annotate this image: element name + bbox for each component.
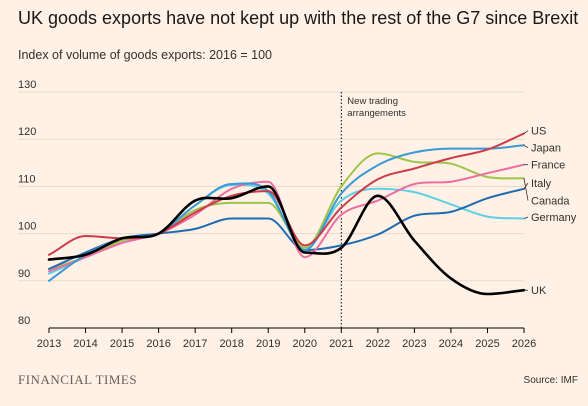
series-label-japan: Japan [531,143,561,155]
series-line-us [48,132,525,256]
series-label-uk: UK [531,285,547,297]
y-tick-label: 130 [18,79,36,91]
series-labels: US Japan France Italy Canada Germany UK [523,126,577,297]
x-tick-label: 2023 [402,338,426,350]
x-tick-label: 2021 [329,338,353,350]
series-label-us: US [531,126,546,138]
label-leader [523,216,529,219]
x-tick-label: 2014 [73,338,97,350]
annotation-text: New trading [347,96,398,107]
series-line-italy [48,187,525,270]
grid: 80 90 100 110 120 130 [18,79,524,329]
series-line-germany [48,183,525,275]
series-line-uk [47,185,526,296]
x-tick-label: 2015 [110,338,134,350]
label-leader [523,182,529,189]
x-tick-label: 2025 [475,338,499,350]
x-tick-label: 2024 [439,338,463,350]
series-line-japan [48,144,525,282]
label-leader [523,178,529,201]
x-tick-label: 2022 [366,338,390,350]
y-tick-label: 90 [18,268,30,280]
x-tick-label: 2016 [146,338,170,350]
x-tick-label: 2018 [219,338,243,350]
label-leader [523,130,529,134]
y-tick-label: 100 [18,221,36,233]
series-label-france: France [531,160,565,172]
brand-logo: FINANCIAL TIMES [18,372,138,387]
x-tick-label: 2026 [512,338,536,350]
y-tick-label: 110 [18,173,36,185]
chart-subtitle: Index of volume of goods exports: 2016 =… [18,48,272,62]
annotation-text: arrangements [347,108,406,119]
series-label-germany: Germany [531,212,577,224]
source-note: Source: IMF [523,375,578,386]
series-label-italy: Italy [531,178,552,190]
y-tick-label: 80 [18,315,30,327]
series-label-canada: Canada [531,196,570,208]
chart-title: UK goods exports have not kept up with t… [18,8,579,28]
x-tick-label: 2017 [183,338,207,350]
series-lines [47,132,526,296]
x-tick-label: 2019 [256,338,280,350]
x-axis: 2013 2014 2015 2016 2017 2018 2019 2020 2021 2022… [37,328,536,350]
x-tick-label: 2013 [37,338,61,350]
x-tick-label: 2020 [293,338,317,350]
y-tick-label: 120 [18,126,36,138]
label-leader [523,144,529,149]
